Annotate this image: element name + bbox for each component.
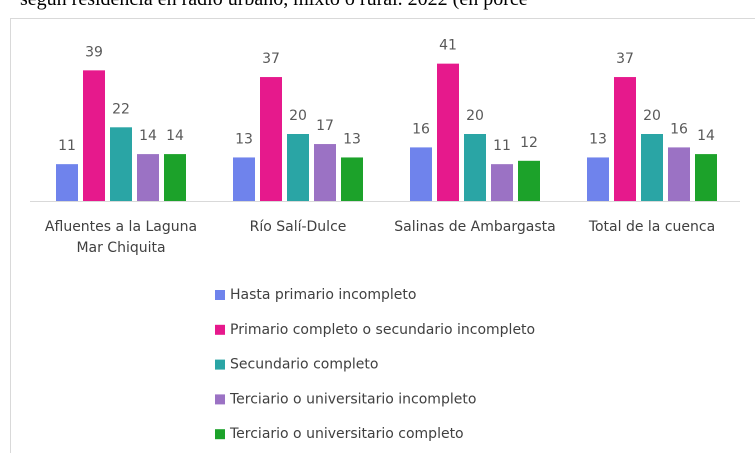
x-tick-label: Río Salí-Dulce — [249, 219, 347, 235]
bar — [233, 157, 255, 201]
bar — [137, 154, 159, 201]
legend-swatch — [215, 359, 225, 370]
data-label: 37 — [262, 51, 280, 67]
bar — [491, 164, 513, 201]
bar — [587, 157, 609, 201]
legend-label: Hasta primario incompleto — [230, 287, 416, 303]
bar — [641, 134, 663, 201]
legend-swatch — [215, 394, 225, 405]
bar — [110, 127, 132, 201]
bar — [695, 154, 717, 201]
legend-label: Secundario completo — [230, 357, 378, 373]
bar — [314, 144, 336, 201]
x-tick-label: Salinas de Ambargasta — [394, 219, 556, 235]
bar — [437, 63, 459, 202]
bar — [260, 77, 282, 201]
x-tick-label: Afluentes a la Laguna Mar Chiquita — [44, 219, 198, 256]
chart-frame — [10, 18, 755, 453]
data-label: 41 — [439, 38, 457, 54]
data-label: 11 — [58, 138, 76, 154]
legend-label: Primario completo o secundario incomplet… — [230, 322, 535, 338]
chart-title: según residencia en radio urbano, mixto … — [20, 0, 528, 11]
bar — [518, 160, 540, 201]
data-label: 13 — [589, 131, 607, 147]
data-label: 20 — [289, 108, 307, 124]
data-label: 37 — [616, 51, 634, 67]
data-label: 11 — [493, 138, 511, 154]
data-label: 14 — [139, 128, 157, 144]
data-label: 22 — [112, 101, 130, 117]
bar — [410, 147, 432, 201]
data-label: 16 — [670, 121, 688, 137]
legend-swatch — [215, 324, 225, 335]
bar — [341, 157, 363, 201]
bar — [668, 147, 690, 201]
data-label: 13 — [343, 131, 361, 147]
data-label: 14 — [166, 128, 184, 144]
data-label: 14 — [697, 128, 715, 144]
data-label: 12 — [520, 135, 538, 151]
legend-swatch — [215, 429, 225, 440]
data-label: 20 — [643, 108, 661, 124]
data-label: 20 — [466, 108, 484, 124]
bar — [287, 134, 309, 201]
legend-swatch — [215, 290, 225, 300]
data-label: 13 — [235, 131, 253, 147]
data-label: 17 — [316, 118, 334, 134]
legend-label: Terciario o universitario incompleto — [229, 391, 476, 407]
bar — [614, 77, 636, 201]
bar — [464, 134, 486, 201]
bar — [164, 154, 186, 201]
bar — [56, 164, 78, 201]
x-tick-label: Total de la cuenca — [588, 219, 716, 235]
data-label: 39 — [85, 44, 103, 60]
bar — [83, 70, 105, 201]
legend-label: Terciario o universitario completo — [229, 426, 464, 442]
data-label: 16 — [412, 121, 430, 137]
